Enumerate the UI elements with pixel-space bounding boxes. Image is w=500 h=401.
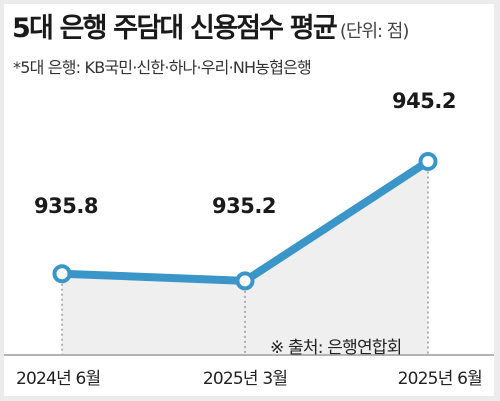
data-point	[418, 151, 438, 171]
chart-title-text: 5대 은행 주담대 신용점수 평균	[12, 13, 338, 44]
data-point	[52, 264, 72, 284]
x-tick-label: 2024년 6월	[16, 369, 100, 389]
chart-subtitle: *5대 은행: KB국민·신한·하나·우리·NH농협은행	[13, 58, 312, 77]
data-label: 945.2	[392, 89, 456, 113]
data-point	[235, 271, 255, 291]
source-note: ※ 출처: 은행연합회	[270, 338, 402, 358]
chart-title: 5대 은행 주담대 신용점수 평균 (단위: 점)	[12, 6, 410, 45]
data-label: 935.8	[34, 194, 98, 218]
data-label: 935.2	[212, 194, 276, 218]
chart-frame: 5대 은행 주담대 신용점수 평균 (단위: 점) *5대 은행: KB국민·신한…	[4, 4, 494, 396]
chart-area: 935.8 935.2 945.2 2024년 6월 2025년 3월 2025년 6월	[4, 89, 494, 389]
area-fill	[62, 161, 428, 354]
x-tick-label: 2025년 3월	[203, 369, 287, 389]
unit-label: (단위: 점)	[339, 21, 410, 42]
x-tick-label: 2025년 6월	[398, 369, 482, 389]
